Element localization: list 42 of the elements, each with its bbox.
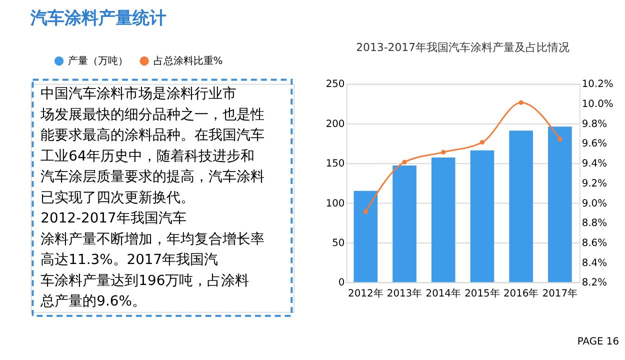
text: 2012-2017年我国汽车涂料产量不断增加，年均复合增长率高达11.3%。2017年我国汽车涂料产量达到196万吨，占涂料总产量的9.6%。 <box>40 210 265 310</box>
legend-label: 占总涂料比重% <box>153 54 223 67</box>
bar <box>354 190 378 282</box>
y-tick-label: 100 <box>326 198 345 210</box>
y2-tick-label: 8.2% <box>582 278 608 289</box>
point <box>480 140 485 145</box>
bar <box>509 130 533 282</box>
y2-tick-label: 9.6% <box>582 138 608 150</box>
point <box>402 160 407 164</box>
y2-tick-label: 9.2% <box>582 178 608 190</box>
point <box>363 209 368 214</box>
y2-tick-label: 8.6% <box>582 238 608 249</box>
y2-tick-label: 10.2% <box>582 79 614 90</box>
x-tick-label: 2017年 <box>542 288 578 300</box>
y2-tick-label: 9.4% <box>582 158 608 170</box>
y2-tick-label: 8.8% <box>582 218 608 230</box>
text: PAGE 16 <box>577 336 620 348</box>
x-tick-label: 2012年 <box>348 288 384 300</box>
bar <box>392 165 416 282</box>
y2-tick-label: 9.0% <box>582 198 608 210</box>
bar <box>431 158 456 282</box>
y2-tick-label: 8.4% <box>582 258 608 269</box>
y2-tick-label: 10.0% <box>582 99 614 110</box>
point <box>441 150 446 155</box>
point <box>558 136 562 142</box>
y2-tick-label: 9.8% <box>582 118 608 130</box>
y-tick-label: 250 <box>326 79 345 90</box>
x-tick-label: 2016年 <box>503 288 539 300</box>
bar <box>470 150 494 282</box>
x-tick-label: 2014年 <box>426 288 461 300</box>
y-tick-label: 150 <box>326 158 345 170</box>
y-tick-label: 50 <box>332 238 345 249</box>
legend-label: 产量（万吨） <box>68 54 128 67</box>
x-tick-label: 2013年 <box>386 288 422 300</box>
chart-subtitle: 2013-2017年我国汽车涂料产量及占比情况 <box>356 41 570 54</box>
text: 中国汽车涂料市场是涂料行业市场发展最快的细分品种之一，也是性能要求最高的涂料品种。在我国汽车工业64年历史中，随着科技进步和汽车涂层质量要求的提高，汽车涂料已实现了四次更新换代。 <box>40 86 265 206</box>
y-tick-label: 0 <box>338 278 345 289</box>
point <box>518 100 524 105</box>
y-tick-label: 200 <box>326 118 345 130</box>
text: 汽车涂料产量统计 <box>29 8 166 28</box>
bar <box>548 126 572 282</box>
x-tick-label: 2015年 <box>464 288 500 300</box>
